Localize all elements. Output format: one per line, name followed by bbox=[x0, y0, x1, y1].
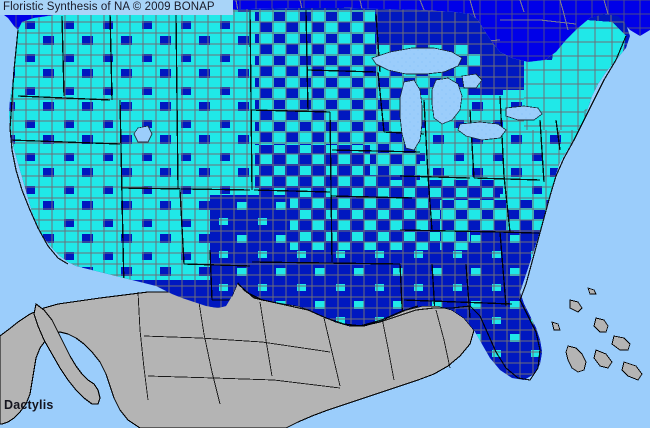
great-lakes bbox=[371, 47, 543, 151]
map-title: Floristic Synthesis of NA © 2009 BONAP bbox=[3, 1, 215, 13]
region-southern-plains bbox=[210, 195, 290, 265]
state-borders bbox=[9, 9, 571, 349]
great-salt-lake bbox=[133, 125, 153, 143]
region-great-basin bbox=[110, 10, 210, 280]
region-northern-plains bbox=[255, 10, 375, 150]
lake-superior bbox=[371, 47, 463, 75]
map-title-band: Floristic Synthesis of NA © 2009 BONAP bbox=[0, 0, 233, 15]
lake-michigan bbox=[399, 79, 423, 151]
mexico-landmass bbox=[0, 280, 475, 428]
georgian-bay bbox=[461, 73, 483, 89]
coastline bbox=[9, 29, 627, 381]
bahamas-islands bbox=[551, 287, 643, 381]
taxon-name-label: Dactylis bbox=[4, 398, 54, 412]
lake-erie bbox=[457, 121, 507, 141]
lake-huron bbox=[431, 77, 463, 125]
lake-ontario bbox=[505, 105, 543, 121]
